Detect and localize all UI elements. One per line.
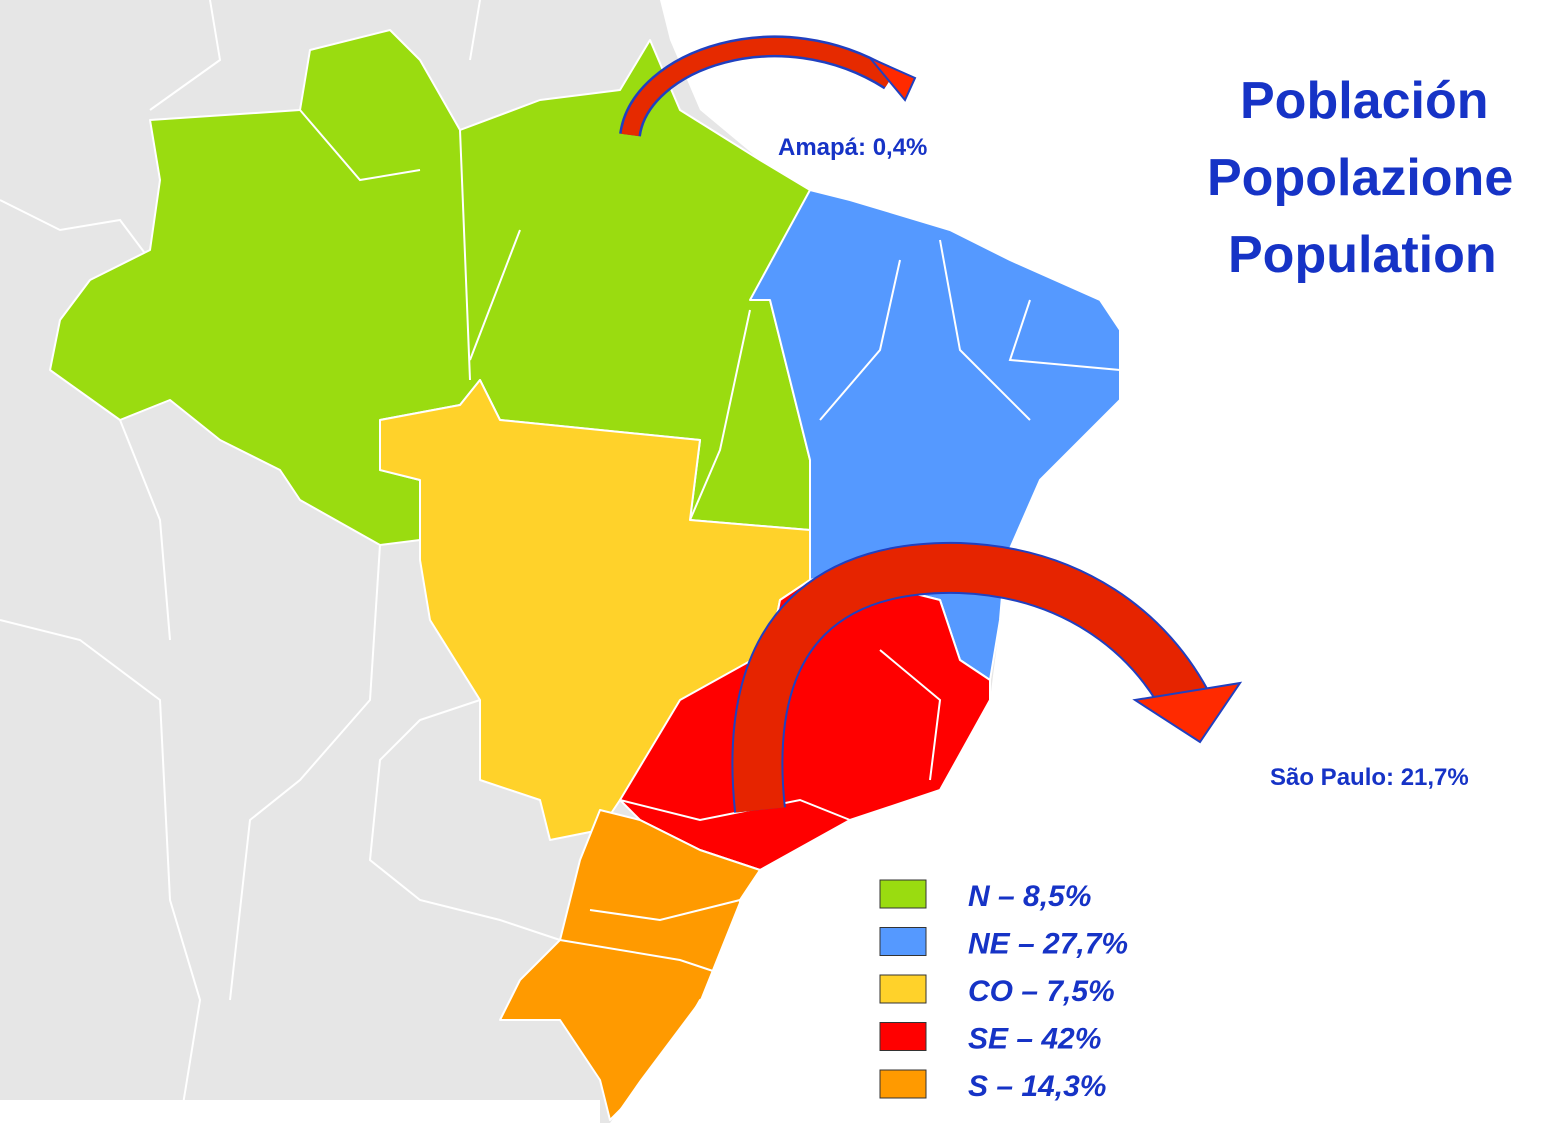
legend-swatch — [879, 1069, 927, 1099]
legend-swatch — [879, 1022, 927, 1051]
legend-label: NE – 27,7% — [968, 928, 1128, 961]
callout-sao-paulo: São Paulo: 21,7% — [1270, 764, 1469, 791]
arrow-sao-paulo — [731, 541, 1243, 813]
title-line: Popolazione — [1207, 149, 1513, 207]
country-borders — [0, 0, 561, 1123]
legend-swatch — [879, 879, 927, 909]
legend-label: CO – 7,5% — [968, 975, 1115, 1008]
regions — [49, 29, 1121, 1121]
legend-label: S – 14,3% — [968, 1070, 1106, 1103]
arrow-amapa — [619, 35, 917, 138]
legend: N – 8,5% NE – 27,7% CO – 7,5% SE – 42% S – 1… — [879, 879, 1128, 1103]
legend-swatch — [879, 927, 927, 956]
legend-label: SE – 42% — [968, 1023, 1101, 1056]
title-line: Population — [1228, 226, 1497, 284]
callout-amapa: Amapá: 0,4% — [778, 134, 927, 161]
legend-label: N – 8,5% — [968, 880, 1091, 913]
legend-swatch — [879, 974, 927, 1004]
title-line: Población — [1240, 72, 1488, 130]
ocean — [610, 0, 1548, 1123]
bottom-margin — [0, 1100, 600, 1123]
